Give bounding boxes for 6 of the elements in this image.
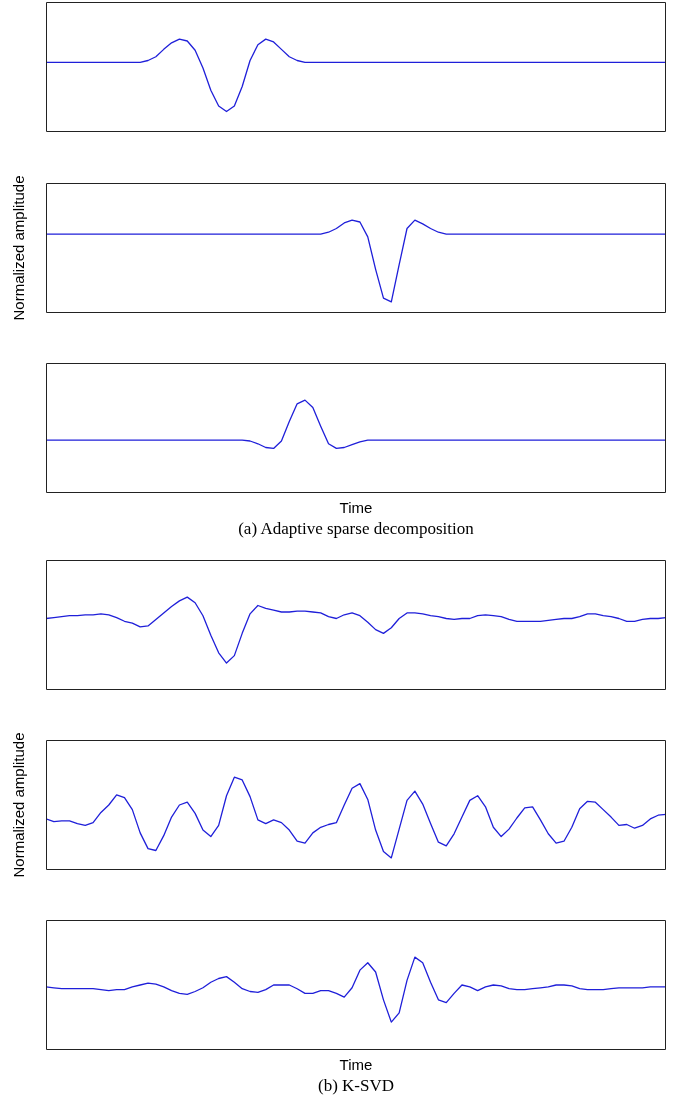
- text: (a) Adaptive sparse decomposition: [237, 519, 475, 539]
- text: (b) K-SVD: [317, 1076, 395, 1096]
- y-axis-title: Normalized amplitude: [9, 732, 27, 878]
- x-axis-title: Time: [338, 1056, 374, 1073]
- y-axis-title: Normalized amplitude: [9, 175, 27, 321]
- x-axis-title: Time: [338, 499, 374, 516]
